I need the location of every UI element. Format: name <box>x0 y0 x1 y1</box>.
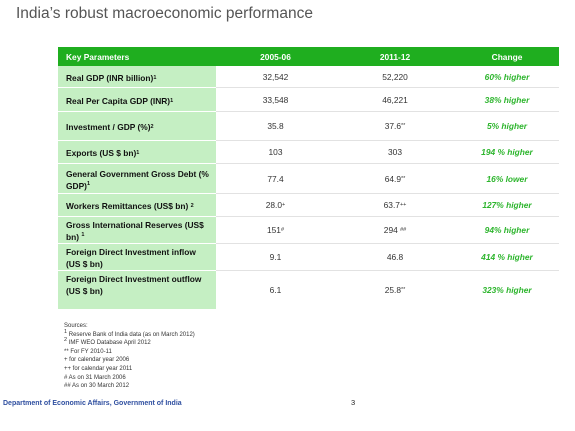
row-value-2011: 46.8 <box>386 252 404 262</box>
source-note: 1 Reserve Bank of India data (as on Marc… <box>64 328 195 340</box>
source-note-marker: 1 <box>64 328 68 335</box>
source-note: # As on 31 March 2006 <box>64 374 195 383</box>
table-row: Real Per Capita GDP (INR) 1 33,548 46,221… <box>58 88 559 112</box>
row-value-2011: 63.7 <box>383 200 400 210</box>
row-value-2005: 28.0 <box>265 200 283 210</box>
sources-heading: Sources: <box>64 323 88 329</box>
row-param: Real GDP (INR billion) <box>66 72 154 83</box>
row-param: Exports (US $ bn) <box>66 148 137 158</box>
table-row: Gross International Reserves (US$ bn) 1 … <box>58 217 559 244</box>
sources-notes: Sources: 1 Reserve Bank of India data (a… <box>64 322 195 391</box>
row-value-2005: 32,542 <box>262 71 289 82</box>
row-value-2005: 151 <box>266 225 281 235</box>
row-change: 414 % higher <box>455 244 559 271</box>
row-param: General Government Gross Debt (% GDP) <box>66 168 209 191</box>
row-param-note: 1 <box>86 180 90 187</box>
source-note-text: Reserve Bank of India data (as on March … <box>67 331 195 338</box>
table-row: Real GDP (INR billion) 1 32,542 52,220 60… <box>58 66 559 88</box>
row-param: Foreign Direct Investment inflow (US $ b… <box>66 247 196 269</box>
source-note-text: + for calendar year 2006 <box>64 357 130 364</box>
header-2005-06: 2005-06 <box>260 51 291 62</box>
source-note-text: ++ for calendar year 2011 <box>64 365 133 372</box>
source-note: ** For FY 2010-11 <box>64 348 195 357</box>
source-note: ## As on 30 March 2012 <box>64 382 195 391</box>
row-change: 323% higher <box>482 285 532 295</box>
macro-table: Key Parameters 2005-06 2011-12 Change Re… <box>58 47 559 309</box>
row-value-2011: 52,220 <box>382 71 408 82</box>
row-param-note: 1 <box>81 232 85 239</box>
header-change: Change <box>491 51 523 62</box>
row-value-2011: 303 <box>388 147 402 157</box>
table-row: Investment / GDP (%) 2 35.8 37.6 ** 5% hig… <box>58 112 559 141</box>
row-change: 5% higher <box>455 112 559 141</box>
source-note-text: ## As on 30 March 2012 <box>64 383 130 390</box>
row-value-2011: 25.8 <box>384 285 402 295</box>
table-row: Foreign Direct Investment inflow (US $ b… <box>58 244 559 271</box>
row-value-2011: 37.6 <box>384 121 402 131</box>
source-note-text: # As on 31 March 2006 <box>64 374 126 381</box>
table-row: General Government Gross Debt (% GDP)1 7… <box>58 164 559 194</box>
row-change: 127% higher <box>455 194 559 217</box>
footer-department: Department of Economic Affairs, Governme… <box>3 400 182 407</box>
table-row: Workers Remittances (US$ bn) 2 28.0 + 63.… <box>58 194 559 217</box>
source-note: 2 IMF WEO Database April 2012 <box>64 337 195 348</box>
table-row: Foreign Direct Investment outflow (US $ … <box>58 271 559 309</box>
header-2011-12: 2011-12 <box>379 51 411 62</box>
source-note-text: IMF WEO Database April 2012 <box>67 340 151 347</box>
row-change: 194 % higher <box>455 141 559 164</box>
row-param: Gross International Reserves (US$ bn) <box>66 220 204 242</box>
slide-title: India’s robust macroeconomic performance <box>16 5 313 22</box>
page-number: 3 <box>351 398 356 407</box>
row-value-2005: 6.1 <box>269 285 282 295</box>
table-row: Exports (US $ bn) 1 103 303 194 % higher <box>58 141 559 164</box>
row-change: 16% lower <box>455 164 559 194</box>
row-change: 94% higher <box>455 217 559 244</box>
source-note-marker: 2 <box>64 337 68 344</box>
row-param: Workers Remittances (US$ bn) <box>66 201 189 211</box>
row-value-2005: 77.4 <box>267 173 284 184</box>
source-note: + for calendar year 2006 <box>64 356 195 365</box>
row-value-2011: 64.9 <box>384 173 402 184</box>
row-param: Real Per Capita GDP (INR) <box>66 95 171 106</box>
source-note-text: ** For FY 2010-11 <box>64 348 112 355</box>
table-header-row: Key Parameters 2005-06 2011-12 Change <box>58 47 559 66</box>
row-change: 60% higher <box>455 66 559 88</box>
row-value-2011: 294 <box>383 225 398 235</box>
row-change: 38% higher <box>455 88 559 112</box>
row-param: Foreign Direct Investment outflow (US $ … <box>66 274 202 296</box>
row-value-2005: 103 <box>268 147 283 157</box>
source-note: ++ for calendar year 2011 <box>64 365 195 374</box>
row-value-2005: 35.8 <box>267 121 284 131</box>
row-value-2005: 9.1 <box>269 252 282 262</box>
row-value-2011: 46,221 <box>382 94 408 105</box>
header-key-parameters: Key Parameters <box>66 51 130 62</box>
row-value-2005: 33,548 <box>262 94 289 105</box>
row-param: Investment / GDP (%) <box>66 122 151 132</box>
